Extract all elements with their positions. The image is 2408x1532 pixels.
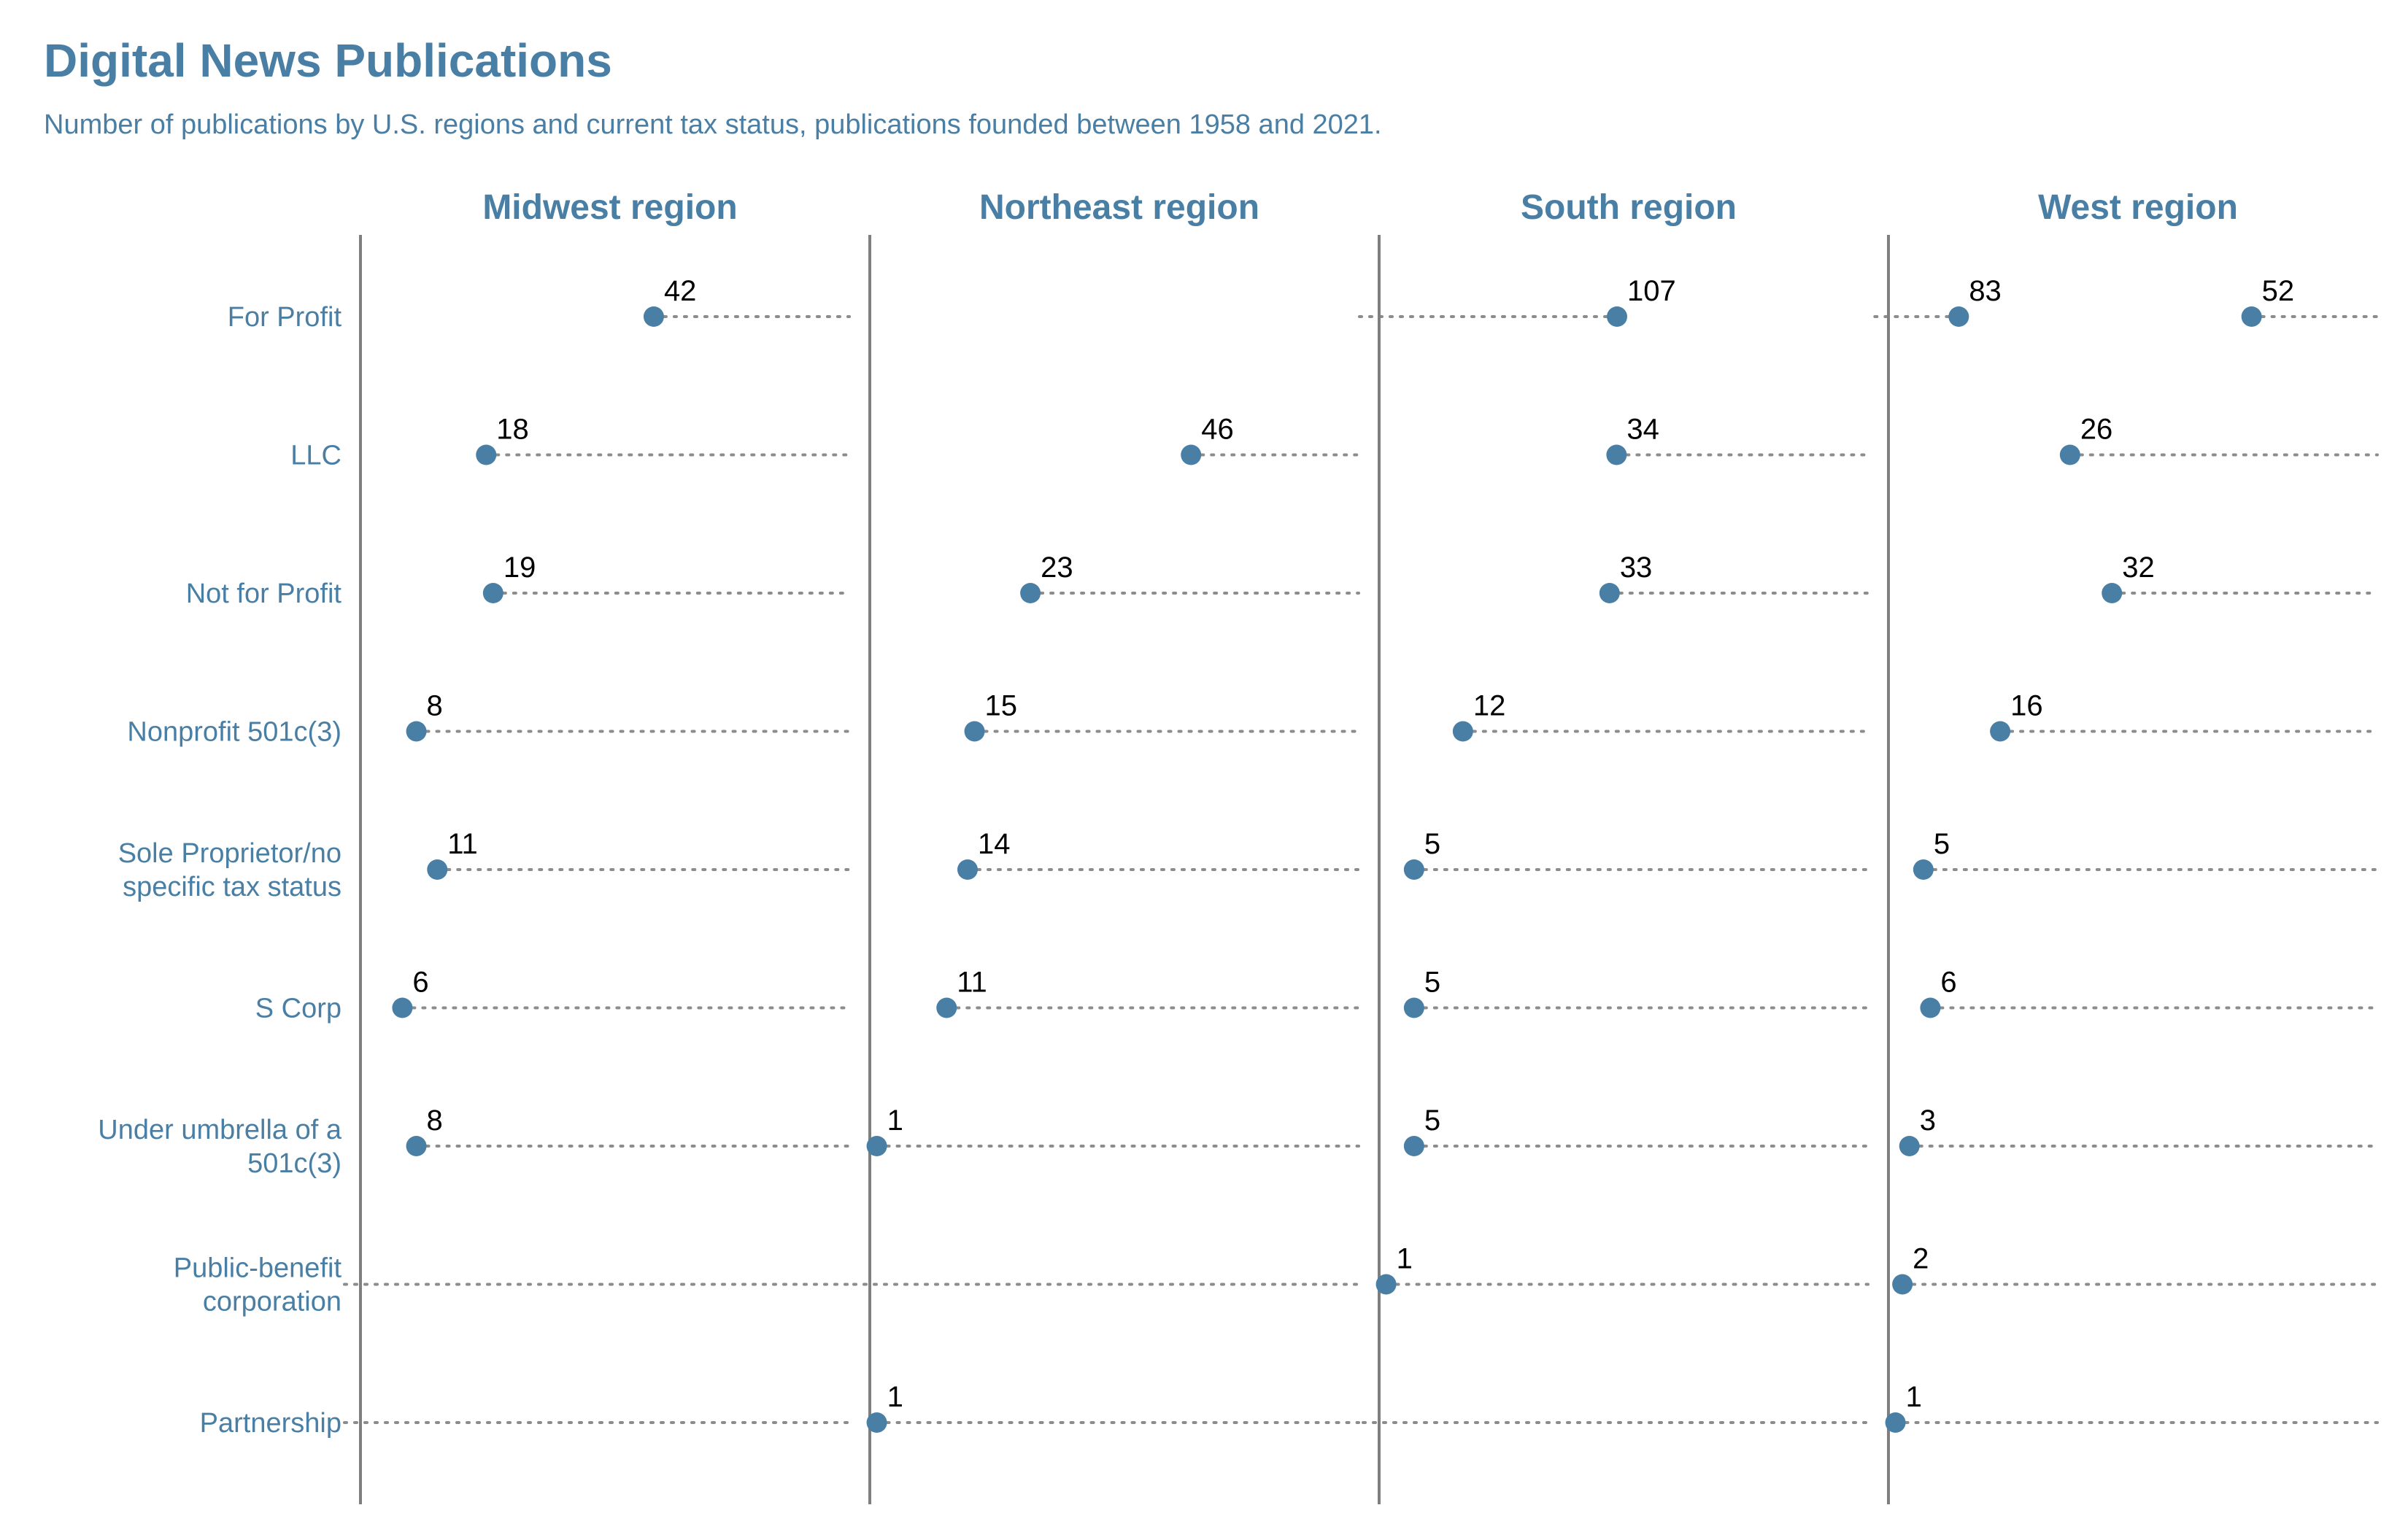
data-point bbox=[1948, 306, 1969, 327]
data-point bbox=[1885, 1412, 1906, 1433]
data-point bbox=[2059, 444, 2080, 465]
panel-titles: Midwest region Northeast region South regi… bbox=[482, 188, 2238, 227]
category-label: LLC bbox=[290, 441, 341, 471]
value-label: 2 bbox=[1913, 1243, 1929, 1275]
value-label: 42 bbox=[664, 275, 697, 307]
value-label: 5 bbox=[1934, 828, 1950, 860]
data-point bbox=[643, 306, 664, 327]
data-point bbox=[476, 444, 497, 465]
panel-title: Midwest region bbox=[482, 188, 737, 227]
data-point bbox=[1375, 1274, 1397, 1295]
data-point bbox=[1892, 1274, 1913, 1295]
panel-axis-lines bbox=[359, 235, 1890, 1504]
data-point bbox=[1599, 583, 1620, 603]
panel-title: South region bbox=[1521, 188, 1737, 227]
category-label: Nonprofit 501c(3) bbox=[127, 717, 341, 748]
value-label: 11 bbox=[447, 828, 478, 860]
data-point bbox=[866, 1412, 887, 1433]
value-label: 6 bbox=[1940, 967, 1956, 999]
category-label: Sole Proprietor/no specific tax status bbox=[118, 838, 341, 902]
value-label: 11 bbox=[957, 967, 987, 999]
value-label: 46 bbox=[1201, 414, 1234, 446]
data-point bbox=[1403, 997, 1424, 1018]
value-label: 15 bbox=[985, 690, 1018, 722]
data-point bbox=[936, 997, 957, 1018]
data-point bbox=[482, 583, 503, 603]
value-label: 3 bbox=[1920, 1104, 1936, 1137]
data-point bbox=[1913, 859, 1934, 880]
value-label: 5 bbox=[1424, 1104, 1440, 1137]
panel-title: West region bbox=[2038, 188, 2238, 227]
data-point bbox=[964, 721, 985, 742]
value-label: 5 bbox=[1424, 967, 1440, 999]
data-point bbox=[392, 997, 413, 1018]
category-labels: For Profit LLC Not for Profit Nonprofit 501… bbox=[98, 302, 342, 1439]
category-label: S Corp bbox=[255, 994, 341, 1024]
data-point bbox=[1607, 306, 1627, 327]
value-labels: 4218198116810746231514111183343312555152… bbox=[412, 275, 2294, 1413]
value-label: 26 bbox=[2080, 414, 2113, 446]
data-point bbox=[1920, 997, 1941, 1018]
value-label: 6 bbox=[412, 967, 428, 999]
value-label: 1 bbox=[1397, 1243, 1413, 1275]
value-label: 1 bbox=[887, 1381, 903, 1413]
value-label: 34 bbox=[1626, 414, 1659, 446]
category-label: Public-benefit corporation bbox=[174, 1253, 342, 1318]
value-label: 33 bbox=[1620, 552, 1653, 584]
data-point bbox=[427, 859, 448, 880]
category-label: Not for Profit bbox=[186, 579, 342, 609]
value-label: 52 bbox=[2262, 275, 2295, 307]
data-point bbox=[2102, 583, 2123, 603]
data-point bbox=[406, 1136, 427, 1156]
data-point bbox=[1452, 721, 1473, 742]
data-point bbox=[1403, 859, 1424, 880]
value-label: 5 bbox=[1424, 828, 1440, 860]
value-label: 8 bbox=[427, 1104, 443, 1137]
value-label: 83 bbox=[1969, 275, 2002, 307]
data-point bbox=[1403, 1136, 1424, 1156]
data-point bbox=[1020, 583, 1041, 603]
category-label: Under umbrella of a 501c(3) bbox=[98, 1115, 342, 1179]
value-label: 18 bbox=[496, 414, 529, 446]
data-point bbox=[406, 721, 427, 742]
value-label: 23 bbox=[1041, 552, 1073, 584]
data-point bbox=[2241, 306, 2262, 327]
data-point bbox=[957, 859, 978, 880]
value-label: 19 bbox=[503, 552, 536, 584]
value-label: 1 bbox=[1906, 1381, 1922, 1413]
panel-title: Northeast region bbox=[979, 188, 1259, 227]
value-label: 107 bbox=[1627, 275, 1676, 307]
value-label: 12 bbox=[1473, 690, 1506, 722]
data-point bbox=[1990, 721, 2011, 742]
dotted-guides bbox=[343, 315, 2379, 1424]
data-point bbox=[1899, 1136, 1920, 1156]
data-points bbox=[392, 306, 2262, 1433]
value-label: 14 bbox=[978, 828, 1011, 860]
data-point bbox=[1606, 444, 1627, 465]
chart-title: Digital News Publications bbox=[44, 34, 612, 87]
value-label: 32 bbox=[2122, 552, 2155, 584]
data-point bbox=[866, 1136, 887, 1156]
value-label: 16 bbox=[2010, 690, 2043, 722]
value-label: 8 bbox=[427, 690, 443, 722]
category-label: For Profit bbox=[228, 302, 342, 333]
value-label: 1 bbox=[887, 1104, 903, 1137]
chart-subtitle: Number of publications by U.S. regions a… bbox=[44, 109, 1382, 140]
data-point bbox=[1181, 444, 1202, 465]
category-label: Partnership bbox=[200, 1408, 341, 1439]
